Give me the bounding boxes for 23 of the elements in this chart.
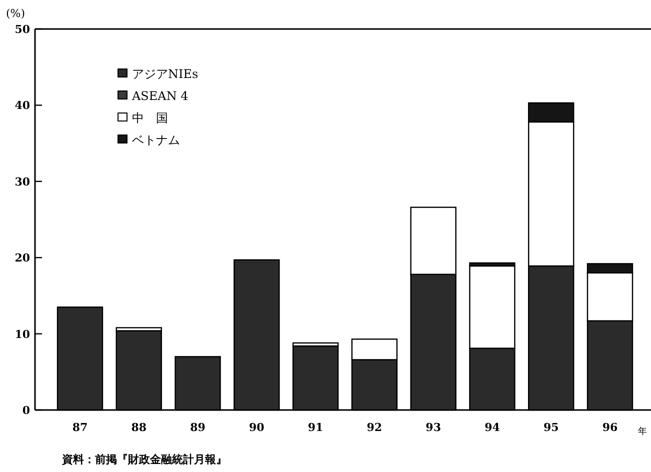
x-tick-label: 87	[72, 421, 88, 434]
x-tick-label: 90	[249, 421, 265, 434]
x-tick-label: 89	[190, 421, 206, 434]
x-tick-label: 88	[131, 421, 147, 434]
y-axis-title: (%)	[6, 7, 26, 20]
x-tick-label: 95	[543, 421, 559, 434]
legend-label: ASEAN 4	[131, 89, 189, 103]
legend-label: ベトナム	[132, 133, 180, 147]
x-tick-label: 93	[426, 421, 441, 434]
text: 資料：前掲『財政金融統計月報』	[61, 453, 227, 466]
x-axis-title: 年	[638, 426, 647, 437]
y-tick-label: 10	[14, 328, 30, 341]
x-tick-label: 91	[308, 421, 324, 434]
x-tick-label: 94	[484, 421, 500, 434]
y-tick-label: 50	[14, 23, 30, 36]
legend-label: 中 国	[132, 111, 168, 125]
y-tick-label: 0	[22, 404, 30, 417]
x-tick-label: 92	[366, 421, 382, 434]
y-tick-label: 40	[14, 99, 30, 112]
y-tick-label: 20	[14, 252, 30, 265]
y-tick-label: 30	[14, 175, 30, 188]
x-tick-label: 96	[602, 421, 618, 434]
legend-label: アジアNIEs	[132, 67, 198, 81]
